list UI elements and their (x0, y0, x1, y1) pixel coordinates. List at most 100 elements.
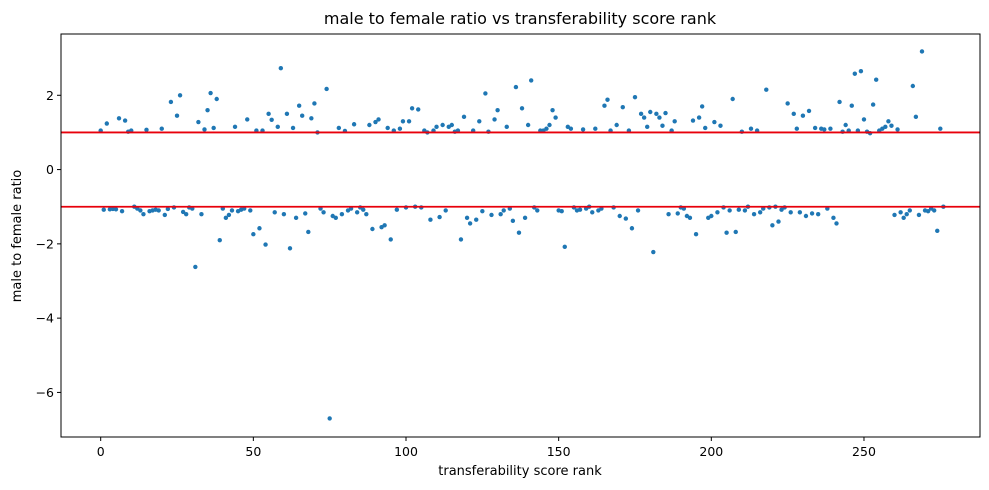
data-point (559, 208, 564, 214)
points-layer (98, 49, 946, 421)
data-point (165, 206, 171, 212)
data-point (437, 214, 442, 220)
data-point (287, 246, 293, 251)
y-axis: −6 −4 −2 0 2 (36, 88, 61, 400)
data-point (898, 210, 903, 215)
data-point (770, 223, 775, 228)
data-point (199, 211, 204, 217)
data-point (687, 215, 693, 221)
data-point (815, 211, 821, 217)
data-point (895, 127, 900, 132)
data-point (779, 207, 784, 212)
data-point (510, 218, 516, 224)
data-point (144, 127, 149, 133)
data-point (849, 103, 854, 108)
data-point (309, 116, 314, 121)
data-point (715, 210, 720, 215)
data-point (217, 237, 222, 243)
data-point (800, 113, 806, 118)
data-point (550, 107, 555, 113)
data-point (477, 119, 482, 124)
data-point (214, 96, 219, 102)
data-point (889, 123, 894, 128)
data-point (458, 237, 464, 242)
data-point (119, 208, 125, 214)
x-axis: 0 50 100 150 200 250 (97, 437, 876, 459)
data-point (226, 212, 232, 218)
data-point (699, 104, 705, 109)
data-point (400, 119, 406, 124)
data-point (892, 212, 897, 218)
data-point (373, 119, 378, 125)
x-axis-label: transferability score rank (438, 464, 602, 479)
data-point (193, 264, 198, 270)
data-point (663, 110, 668, 116)
data-point (205, 107, 210, 113)
data-point (409, 106, 415, 111)
data-point (336, 125, 342, 131)
data-point (919, 49, 925, 54)
data-point (312, 101, 317, 106)
data-point (364, 211, 369, 217)
x-tick-label: 100 (394, 444, 418, 459)
data-point (223, 215, 229, 221)
data-point (809, 211, 815, 216)
data-point (843, 122, 848, 128)
data-point (852, 71, 858, 76)
data-point (553, 115, 558, 120)
data-point (296, 103, 302, 108)
data-point (718, 123, 723, 128)
data-point (925, 208, 931, 214)
data-point (162, 212, 168, 218)
data-point (861, 117, 867, 122)
data-point (675, 211, 680, 216)
data-point (672, 119, 677, 124)
data-point (480, 208, 485, 214)
data-point (513, 84, 519, 90)
data-point (883, 124, 888, 130)
data-point (275, 124, 280, 130)
data-point (641, 115, 647, 120)
chart-title: male to female ratio vs transferability … (324, 9, 717, 28)
data-point (406, 119, 412, 124)
data-point (910, 83, 916, 89)
data-point (141, 211, 146, 217)
data-point (351, 122, 357, 127)
data-point (306, 229, 311, 235)
data-point (284, 111, 290, 117)
data-point (605, 97, 610, 102)
data-point (361, 207, 366, 212)
data-point (907, 208, 912, 213)
y-tick-label: 2 (46, 88, 54, 103)
data-point (822, 127, 827, 132)
data-point (544, 126, 549, 131)
data-point (174, 113, 180, 118)
data-point (648, 109, 653, 115)
data-point (159, 126, 164, 131)
data-point (333, 215, 338, 221)
data-point (724, 230, 729, 235)
data-point (803, 213, 809, 219)
data-point (913, 114, 919, 120)
data-point (620, 104, 625, 110)
data-point (251, 232, 256, 237)
data-point (168, 99, 174, 105)
data-point (367, 122, 372, 128)
data-point (376, 117, 381, 122)
data-point (666, 211, 671, 217)
data-point (776, 219, 781, 224)
data-point (794, 126, 800, 131)
data-point (248, 208, 253, 213)
data-point (870, 102, 876, 107)
x-tick-label: 50 (245, 444, 261, 459)
x-tick-label: 0 (97, 444, 105, 459)
data-point (440, 122, 445, 128)
data-point (730, 96, 735, 102)
data-point (495, 107, 500, 113)
data-point (831, 215, 836, 221)
data-point (416, 107, 421, 112)
data-point (828, 126, 833, 131)
data-point (693, 232, 699, 237)
data-point (370, 226, 375, 232)
